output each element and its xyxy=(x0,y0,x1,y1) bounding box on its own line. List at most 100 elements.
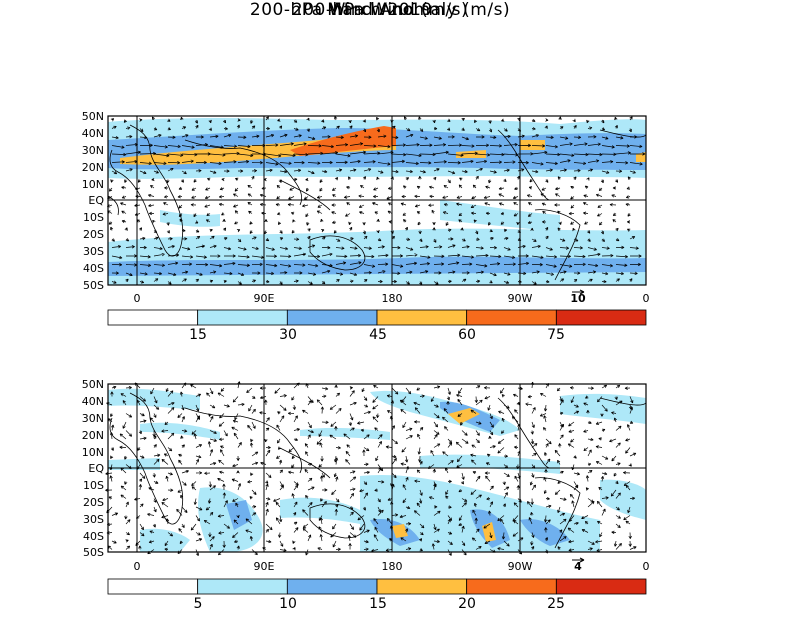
wind-arrow xyxy=(111,280,117,284)
wind-arrow xyxy=(401,194,407,199)
wind-arrow xyxy=(251,125,256,129)
wind-arrow xyxy=(432,227,436,231)
wind-arrow xyxy=(278,125,283,129)
wind-arrow xyxy=(475,430,480,436)
wind-arrow xyxy=(334,384,338,389)
wind-arrow xyxy=(152,523,156,528)
wind-arrow xyxy=(587,278,593,282)
wind-arrow xyxy=(191,430,197,435)
wind-arrow xyxy=(503,272,511,276)
wind-arrow xyxy=(119,433,127,440)
wind-arrow xyxy=(153,278,159,282)
wind-arrow xyxy=(349,142,364,146)
wind-arrow xyxy=(498,193,505,197)
wind-arrow xyxy=(386,394,393,398)
wind-arrow xyxy=(209,228,213,233)
wind-arrow xyxy=(307,434,311,440)
colorbar-segment xyxy=(197,309,288,326)
wind-arrow xyxy=(363,396,368,401)
wind-arrow xyxy=(167,253,180,257)
wind-arrow xyxy=(320,475,324,482)
wind-arrow xyxy=(615,227,619,232)
wind-arrow xyxy=(573,410,580,414)
wind-arrow xyxy=(237,263,250,267)
wind-arrow xyxy=(447,237,454,241)
wind-arrow xyxy=(531,453,537,457)
wind-arrow xyxy=(204,195,211,200)
wind-arrow xyxy=(335,392,341,397)
wind-arrow xyxy=(446,396,450,401)
wind-arrow xyxy=(629,546,637,550)
wind-arrow xyxy=(208,532,212,538)
wind-arrow xyxy=(207,177,211,181)
wind-arrow xyxy=(305,495,309,499)
wind-arrow xyxy=(291,396,295,401)
wind-arrow xyxy=(405,270,413,274)
anomaly-colorbar-ticks: 5 10 15 20 25 xyxy=(194,596,565,612)
wind-arrow xyxy=(600,179,604,184)
wind-arrow xyxy=(419,394,425,398)
colorbar-tick: 20 xyxy=(458,596,476,612)
wind-arrow xyxy=(484,540,491,544)
wind-arrow xyxy=(475,546,482,550)
wind-arrow xyxy=(583,194,589,198)
wind-arrow xyxy=(208,481,212,488)
wind-arrow xyxy=(472,184,477,189)
wind-arrow xyxy=(573,142,588,146)
wind-arrow xyxy=(503,153,519,157)
wind-arrow xyxy=(461,118,465,122)
wind-arrow xyxy=(304,443,309,448)
wind-arrow xyxy=(545,519,551,525)
wind-arrow xyxy=(628,540,632,547)
wind-arrow xyxy=(237,402,245,407)
wind-arrow xyxy=(625,447,631,454)
anomaly-grid xyxy=(108,384,646,552)
wind-arrow xyxy=(447,170,456,175)
wind-arrow xyxy=(251,421,256,429)
wind-arrow xyxy=(629,420,634,424)
wind-arrow xyxy=(181,270,189,274)
wind-arrow xyxy=(293,271,303,275)
wind-arrow xyxy=(138,430,142,435)
wind-arrow xyxy=(513,213,519,217)
wind-arrow xyxy=(307,244,316,248)
wind-arrow xyxy=(148,194,155,198)
wind-arrow xyxy=(363,144,377,148)
wind-arrow xyxy=(503,454,508,458)
wind-arrow xyxy=(587,540,595,545)
wind-arrow xyxy=(433,160,447,164)
wind-arrow xyxy=(349,476,357,482)
wind-arrow xyxy=(567,527,575,533)
wind-arrow xyxy=(363,271,372,275)
wind-arrow xyxy=(405,143,420,147)
wind-arrow xyxy=(461,430,468,436)
wind-arrow xyxy=(248,210,253,214)
wind-arrow xyxy=(531,162,544,166)
wind-arrow xyxy=(623,471,631,475)
wind-arrow xyxy=(373,534,379,542)
wind-arrow xyxy=(419,161,432,165)
wind-arrow xyxy=(247,184,253,189)
wind-arrow xyxy=(348,543,352,550)
wind-arrow xyxy=(428,203,435,207)
wind-arrow xyxy=(573,404,579,408)
wind-arrow xyxy=(163,453,169,457)
wind-arrow xyxy=(137,179,142,183)
wind-arrow xyxy=(545,264,557,268)
wind-arrow xyxy=(321,135,331,139)
wind-arrow xyxy=(447,161,461,165)
wind-arrow xyxy=(153,134,162,138)
wind-arrow xyxy=(571,500,575,508)
wind-arrow xyxy=(530,438,535,445)
colorbar-segment xyxy=(555,309,647,326)
wind-arrow xyxy=(587,252,601,257)
wind-arrow xyxy=(443,408,449,414)
wind-arrow xyxy=(209,449,214,457)
wind-arrow xyxy=(372,202,379,206)
wind-arrow xyxy=(332,540,337,548)
anomaly-reference-vector: 4 xyxy=(572,557,585,573)
wind-arrow xyxy=(343,433,351,440)
wind-arrow xyxy=(402,421,407,429)
wind-arrow xyxy=(139,532,145,537)
wind-arrow xyxy=(307,228,311,232)
